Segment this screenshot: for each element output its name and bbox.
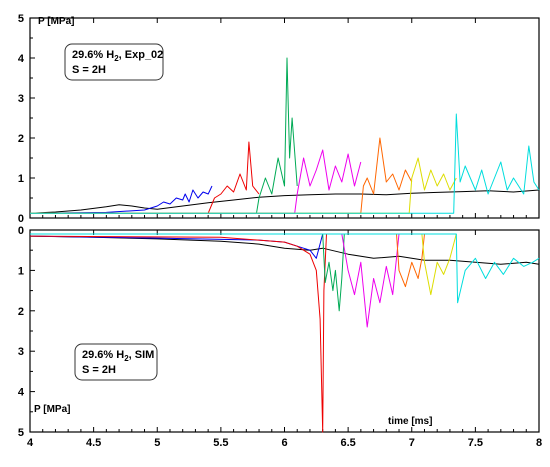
top-ytick-label: 1 <box>18 173 24 185</box>
bottom-series-line-2 <box>29 233 327 433</box>
bottom-annotation-line1-b: , SIM <box>129 349 155 361</box>
bottom-series-line-1 <box>29 233 324 259</box>
top-annotation-line1-sub: 2 <box>114 54 119 63</box>
bottom-annotation-line2: S = 2H <box>82 364 116 376</box>
bottom-xtick-label: 5 <box>154 437 160 449</box>
bottom-ytick-label: 5 <box>18 427 24 439</box>
top-ytick-label: 5 <box>18 13 24 25</box>
bottom-series-line-7 <box>30 233 540 304</box>
bottom-ytick-label: 3 <box>18 346 24 358</box>
bottom-series-line-3 <box>30 233 345 312</box>
top-series-line-6 <box>30 157 457 214</box>
top-series-line-0 <box>29 189 540 214</box>
bottom-ytick-label: 1 <box>18 265 24 277</box>
bottom-ytick-label: 4 <box>18 387 25 399</box>
bottom-annotation-line1-sub: 2 <box>124 354 129 363</box>
bottom-xtick-label: 7.5 <box>468 437 483 449</box>
top-annotation-box: 29.6% H2, Exp_02 S = 2H <box>64 43 164 81</box>
top-series-line-1 <box>29 185 213 214</box>
bottom-series-line-5 <box>30 233 425 288</box>
bottom-xtick-label: 4.5 <box>86 437 101 449</box>
top-annotation-line1-b: , Exp_02 <box>119 49 164 61</box>
top-series-line-2 <box>30 141 260 214</box>
top-annotation-line2: S = 2H <box>72 64 106 76</box>
bottom-xtick-label: 7 <box>409 437 415 449</box>
top-panel: 0 1 2 3 4 5 <box>18 13 540 225</box>
svg-text:29.6% H2, Exp_02: 29.6% H2, Exp_02 <box>72 49 163 63</box>
bottom-annotation-box: 29.6% H2, SIM S = 2H <box>74 343 158 381</box>
top-ytick-label: 0 <box>18 213 24 225</box>
svg-text:29.6% H2, SIM: 29.6% H2, SIM <box>82 349 154 363</box>
bottom-series-line-4 <box>30 233 400 328</box>
bottom-xtick-label: 6 <box>281 437 287 449</box>
top-series-line-5 <box>30 137 413 214</box>
bottom-xtick-label: 4 <box>27 437 34 449</box>
bottom-annotation-line1-a: 29.6% H <box>82 349 124 361</box>
bottom-ytick-label: 0 <box>18 225 24 237</box>
top-ytick-label: 3 <box>18 93 24 105</box>
top-annotation-line1-a: 29.6% H <box>72 49 114 61</box>
top-series-line-3 <box>30 57 298 214</box>
bottom-xlabel: time [ms] <box>388 416 432 427</box>
bottom-series-line-0 <box>29 235 540 265</box>
top-ytick-label: 4 <box>18 53 25 65</box>
top-series-line-4 <box>30 149 362 214</box>
bottom-ylabel: P [MPa] <box>34 404 71 415</box>
top-series-line-7 <box>30 113 540 214</box>
top-ylabel: P [MPa] <box>38 16 75 27</box>
bottom-xtick-label: 5.5 <box>213 437 228 449</box>
bottom-xtick-label: 8 <box>536 437 542 449</box>
bottom-ytick-label: 2 <box>18 306 24 318</box>
bottom-plot-frame <box>29 229 540 433</box>
top-ytick-label: 2 <box>18 133 24 145</box>
bottom-series-line-6 <box>30 233 457 296</box>
bottom-xtick-label: 6.5 <box>340 437 355 449</box>
